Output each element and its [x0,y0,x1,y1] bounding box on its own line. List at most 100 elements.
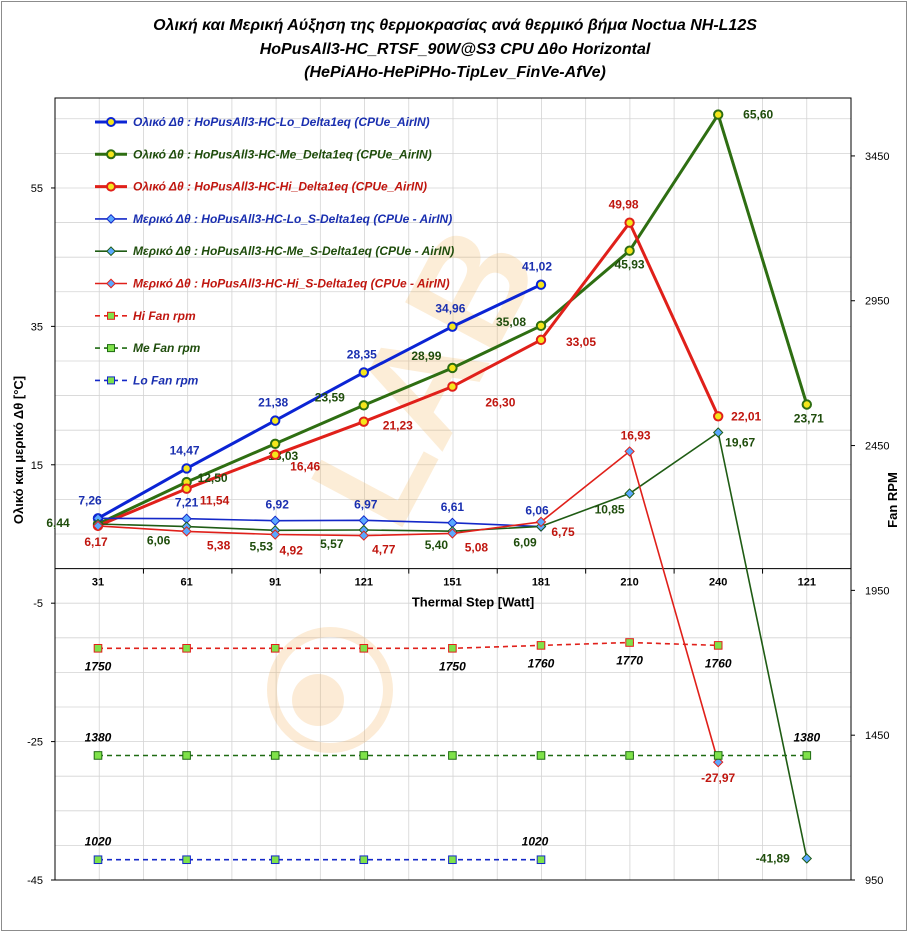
data-label: 7,21 [175,496,199,510]
x-tick-label: 121 [355,577,373,589]
data-label: 1750 [439,659,466,673]
legend-marker [106,117,116,127]
x-tick-label: 31 [92,577,104,589]
series-line [97,450,719,763]
data-point [92,513,104,524]
data-point [801,853,813,864]
data-point [624,217,635,228]
data-point [358,515,370,526]
data-label: 6,97 [354,497,378,511]
y2-tick-label: 2950 [865,296,889,308]
data-point [624,488,635,499]
series-markers-5 [92,446,724,768]
data-point [270,751,280,760]
data-point [182,855,191,865]
data-point [713,411,724,422]
data-point [270,855,280,865]
series-6 [98,641,719,650]
legend-marker [106,246,116,257]
legend-entry-label: Lo Fan rpm [133,373,199,387]
data-label: 1020 [85,835,112,849]
data-point [713,109,724,120]
data-label: 6,06 [525,504,549,518]
data-label: 1380 [85,730,112,744]
data-label: 6,44 [46,516,70,530]
chart-title-line-3: (HePiAHo-HePiPHo-TipLev_FinVe-AfVe) [304,64,606,81]
data-point [625,638,634,647]
y2-axis-title: Fan RPM [885,472,900,528]
data-label: 23,59 [315,390,345,404]
data-point [270,438,281,450]
legend-entry-label: Μερικό Δθ : HoPusAll3-HC-Hi_S-Delta1eq (… [133,277,450,291]
y-tick-label: 35 [31,321,43,333]
data-point [447,362,458,374]
data-point [270,643,280,653]
series-line [97,517,542,528]
data-label: 1770 [616,654,643,668]
y-tick-label: 55 [31,183,43,195]
x-tick-label: 240 [709,577,727,589]
legend-entry-label: Μερικό Δθ : HoPusAll3-HC-Me_S-Delta1eq (… [133,244,454,258]
series-line [97,221,720,528]
data-point [358,400,369,411]
data-point [358,416,369,427]
data-label: 6,75 [551,525,575,539]
data-label: 26,30 [485,396,515,410]
y2-tick-label: 950 [865,875,883,887]
data-label: 5,53 [250,539,274,553]
data-point [448,855,457,865]
watermark-logo [267,627,393,753]
data-label: 1750 [85,659,112,673]
data-label: 5,38 [207,538,231,552]
data-point [802,751,812,760]
data-point [269,529,281,540]
series-line [98,641,719,650]
data-point [535,279,547,290]
y-tick-label: -5 [33,598,43,610]
legend-entry-label: Hi Fan rpm [133,309,196,323]
data-label: 1760 [705,656,732,670]
legend-marker [107,376,115,385]
data-point [625,751,634,760]
y-tick-label: 15 [31,460,43,472]
legend-entry-label: Μερικό Δθ : HoPusAll3-HC-Lo_S-Delta1eq (… [133,212,452,226]
data-label: 16,93 [621,428,651,442]
data-label: 6,06 [147,534,171,548]
data-label: 5,40 [425,538,449,552]
watermark-blob [292,674,344,726]
data-label: 7,26 [78,493,102,507]
series-5 [97,450,719,763]
x-tick-label: 121 [798,577,816,589]
data-point [536,751,546,760]
data-point [181,526,192,537]
y-tick-label: -45 [27,875,43,887]
data-label: -41,89 [756,851,790,865]
data-point [535,516,547,528]
data-label: 21,23 [383,419,413,433]
data-point [535,320,547,332]
data-label: 6,09 [513,535,537,549]
data-label: -27,97 [701,771,735,785]
data-point [181,513,192,524]
series-markers-7 [93,751,812,760]
data-label: 6,61 [441,500,465,514]
data-point [358,530,370,541]
data-point [712,427,724,438]
data-point [624,245,635,256]
data-point [359,643,369,653]
legend-entry-label: Me Fan rpm [133,341,201,355]
x-axis-title: Thermal Step [Watt] [412,595,534,610]
data-point [93,855,103,865]
data-label: 22,01 [731,409,761,423]
data-label: 23,71 [794,412,824,426]
data-point [535,334,547,346]
series-markers-6 [93,638,723,653]
data-label: 1760 [528,656,555,670]
data-label: 1380 [793,730,820,744]
data-point [801,399,812,410]
data-label: 49,98 [609,198,639,212]
series-markers-3 [92,513,547,532]
data-point [269,515,281,526]
legend [95,117,127,385]
legend-marker [106,149,116,160]
